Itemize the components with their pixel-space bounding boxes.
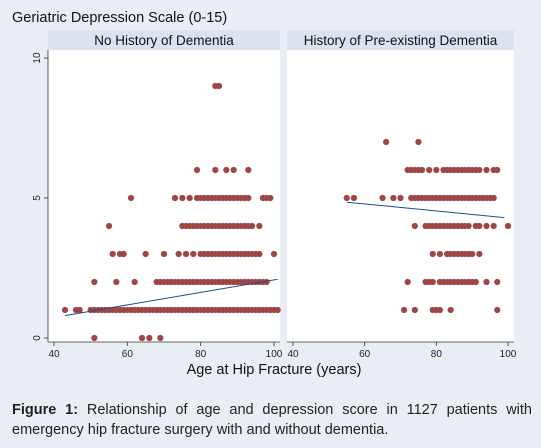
data-point bbox=[476, 250, 483, 258]
panel-title: History of Pre-existing Dementia bbox=[304, 33, 498, 48]
data-point bbox=[350, 194, 358, 202]
panel-2: History of Pre-existing Dementia 40 60 80 10… bbox=[287, 30, 517, 360]
data-point bbox=[267, 194, 274, 202]
data-point bbox=[245, 194, 252, 202]
data-point bbox=[490, 222, 497, 230]
panels-layer: No History of Dementia 40 60 80 100 0 5 10 Histo… bbox=[32, 30, 517, 360]
data-point bbox=[400, 306, 408, 314]
data-point bbox=[142, 250, 149, 258]
data-point bbox=[157, 334, 164, 342]
data-point bbox=[76, 306, 83, 314]
data-point bbox=[415, 138, 422, 146]
data-point bbox=[436, 306, 444, 314]
data-point bbox=[494, 166, 501, 174]
data-point bbox=[186, 194, 193, 202]
scatter-chart: Geriatric Depression Scale (0-15) Age at… bbox=[12, 10, 517, 378]
data-point bbox=[469, 250, 476, 258]
caption-text: Relationship of age and depression score… bbox=[12, 402, 532, 438]
data-point bbox=[182, 250, 190, 258]
data-point bbox=[215, 82, 223, 90]
data-point bbox=[212, 166, 219, 174]
data-point bbox=[175, 250, 182, 258]
figure-caption: Figure 1: Relationship of age and depres… bbox=[12, 400, 532, 440]
data-point bbox=[483, 222, 490, 230]
data-point bbox=[504, 222, 512, 230]
y-tick-label: 10 bbox=[32, 52, 43, 64]
x-tick-label: 100 bbox=[500, 349, 517, 360]
data-point bbox=[138, 334, 146, 342]
data-point bbox=[109, 250, 116, 258]
panel-header bbox=[48, 30, 280, 50]
data-point bbox=[105, 222, 113, 230]
data-point bbox=[146, 334, 153, 342]
x-tick-label: 100 bbox=[266, 349, 283, 360]
data-point bbox=[383, 138, 390, 146]
data-point bbox=[190, 250, 197, 258]
data-point bbox=[91, 278, 98, 286]
data-point bbox=[179, 194, 186, 202]
data-point bbox=[274, 306, 281, 314]
fit-line bbox=[64, 278, 278, 317]
data-point bbox=[343, 194, 350, 202]
data-point bbox=[171, 194, 179, 202]
data-point bbox=[447, 306, 454, 314]
x-tick-label: 40 bbox=[48, 349, 60, 360]
data-point bbox=[476, 222, 483, 230]
panel-1: No History of Dementia 40 60 80 100 0 5 10 bbox=[32, 30, 283, 360]
data-point bbox=[429, 250, 436, 258]
x-axis-label: Age at Hip Fracture (years) bbox=[187, 362, 362, 378]
data-point bbox=[245, 166, 252, 174]
chart-title: Geriatric Depression Scale (0-15) bbox=[12, 10, 227, 26]
data-point bbox=[411, 222, 418, 230]
data-point bbox=[397, 194, 404, 202]
data-point bbox=[193, 166, 201, 174]
caption-label: Figure 1: bbox=[12, 402, 79, 418]
panel-title: No History of Dementia bbox=[94, 33, 234, 48]
data-point bbox=[483, 278, 490, 286]
data-point bbox=[120, 250, 127, 258]
data-point bbox=[494, 278, 501, 286]
y-tick-label: 5 bbox=[32, 195, 43, 201]
data-point bbox=[61, 306, 69, 314]
data-point bbox=[263, 278, 270, 286]
data-point bbox=[418, 166, 426, 174]
data-point bbox=[429, 278, 436, 286]
data-point bbox=[91, 334, 98, 342]
data-point bbox=[127, 194, 135, 202]
data-point bbox=[411, 306, 418, 314]
data-point bbox=[256, 222, 263, 230]
x-tick-label: 40 bbox=[287, 349, 299, 360]
data-point bbox=[433, 166, 440, 174]
data-point bbox=[404, 278, 411, 286]
data-point bbox=[270, 250, 278, 258]
data-point bbox=[483, 166, 490, 174]
x-tick-label: 60 bbox=[359, 349, 371, 360]
data-point bbox=[379, 194, 386, 202]
data-point bbox=[113, 278, 120, 286]
data-point bbox=[426, 166, 433, 174]
data-point bbox=[476, 166, 483, 174]
data-point bbox=[390, 194, 397, 202]
data-point bbox=[248, 222, 256, 230]
data-point bbox=[465, 222, 472, 230]
x-tick-label: 80 bbox=[195, 349, 207, 360]
data-point bbox=[223, 166, 230, 174]
x-tick-label: 60 bbox=[122, 349, 134, 360]
data-point bbox=[472, 278, 479, 286]
data-point bbox=[160, 250, 168, 258]
data-point bbox=[490, 194, 497, 202]
data-point bbox=[256, 250, 263, 258]
panel-header bbox=[287, 30, 514, 50]
data-point bbox=[436, 250, 444, 258]
data-point bbox=[230, 166, 237, 174]
data-point bbox=[131, 278, 138, 286]
fit-line bbox=[346, 201, 505, 219]
y-tick-label: 0 bbox=[32, 335, 43, 341]
x-tick-label: 80 bbox=[431, 349, 443, 360]
data-point bbox=[494, 306, 501, 314]
chart-area: Geriatric Depression Scale (0-15) Age at… bbox=[10, 8, 529, 390]
